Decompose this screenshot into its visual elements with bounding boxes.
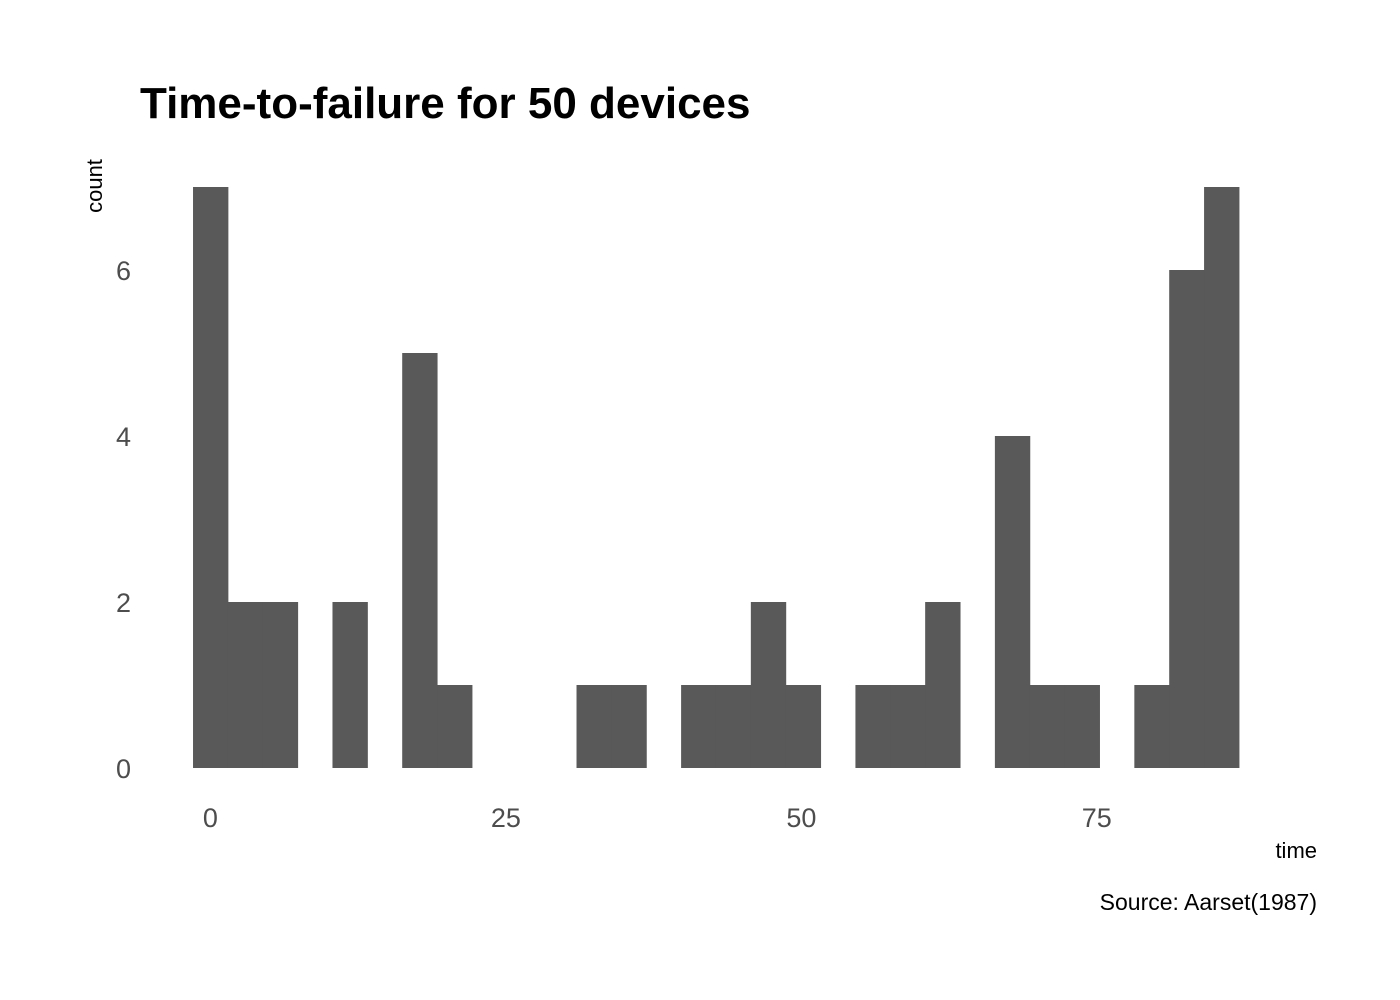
- y-tick-label: 4: [116, 422, 131, 452]
- histogram-bar: [1169, 270, 1204, 768]
- x-axis-title: time: [1275, 838, 1317, 863]
- histogram-bar: [995, 436, 1030, 768]
- histogram-bar: [786, 685, 821, 768]
- histogram-bar: [855, 685, 890, 768]
- histogram-bar: [681, 685, 716, 768]
- histogram-bar: [1065, 685, 1100, 768]
- x-tick-label: 25: [491, 803, 521, 833]
- histogram-bar: [193, 187, 228, 768]
- histogram-bar: [1134, 685, 1169, 768]
- histogram-bar: [611, 685, 646, 768]
- y-tick-label: 6: [116, 256, 131, 286]
- chart-title: Time-to-failure for 50 devices: [140, 79, 751, 128]
- histogram-bar: [577, 685, 612, 768]
- x-tick-label: 75: [1082, 803, 1112, 833]
- chart-caption: Source: Aarset(1987): [1100, 889, 1317, 915]
- histogram-bar: [890, 685, 925, 768]
- y-tick-label: 0: [116, 754, 131, 784]
- histogram-bar: [402, 353, 437, 768]
- x-tick-label: 0: [203, 803, 218, 833]
- histogram-bar: [751, 602, 786, 768]
- histogram-bar: [716, 685, 751, 768]
- histogram-bar: [437, 685, 472, 768]
- histogram-bar: [1204, 187, 1239, 768]
- histogram-bar: [925, 602, 960, 768]
- x-tick-label: 50: [786, 803, 816, 833]
- histogram-bar: [263, 602, 298, 768]
- histogram-bar: [1030, 685, 1065, 768]
- histogram-bar: [228, 602, 263, 768]
- y-axis-title: count: [82, 159, 107, 213]
- y-tick-label: 2: [116, 588, 131, 618]
- histogram-bar: [332, 602, 367, 768]
